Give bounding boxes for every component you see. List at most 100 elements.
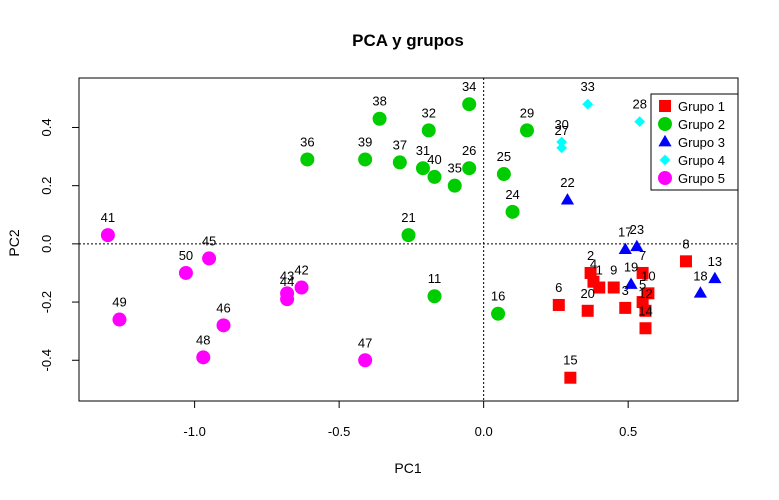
data-point-label: 2 [587,248,594,263]
data-point-label: 12 [638,286,652,301]
data-point-label: 18 [693,268,707,283]
data-point [556,136,568,148]
data-point [178,265,193,280]
data-point-label: 16 [491,289,505,304]
data-point-label: 33 [580,79,594,94]
data-point [491,306,506,321]
data-point-label: 22 [560,175,574,190]
data-point-label: 20 [580,286,594,301]
y-tick-label: 0.0 [39,235,54,253]
data-point [358,152,373,167]
data-point [421,123,436,138]
data-point-label: 24 [505,187,519,202]
data-point [552,298,565,311]
data-points [100,97,722,384]
reference-lines [79,78,738,401]
data-point-label: 25 [497,149,511,164]
data-point-label: 46 [216,300,230,315]
data-point [358,353,373,368]
data-point [582,98,594,110]
data-point-label: 30 [554,117,568,132]
data-point-label: 36 [300,134,314,149]
data-point-label: 14 [638,303,652,318]
data-point-label: 50 [179,248,193,263]
data-point [196,350,211,365]
data-point [415,161,430,176]
data-point-label: 27 [554,123,568,138]
axes: -1.0 -0.5 0.0 0.5 -0.4 -0.2 0.0 0.2 0.4 [39,118,637,439]
data-point [280,292,295,307]
data-point-label: 45 [202,233,216,248]
data-point-label: 26 [462,143,476,158]
data-point-label: 44 [280,274,294,289]
legend: Grupo 1 Grupo 2 Grupo 3 Grupo 4 Grupo 5 [650,93,739,191]
data-point-label: 8 [682,236,689,251]
data-point [639,322,652,335]
y-tick-label: 0.2 [39,177,54,195]
data-point-label: 38 [372,94,386,109]
y-tick-label: 0.4 [39,118,54,136]
data-point-label: 21 [401,210,415,225]
chart-title: PCA y grupos [352,31,464,50]
data-point-label: 29 [520,105,534,120]
data-point-label: 6 [555,280,562,295]
data-point-label: 40 [427,152,441,167]
data-point-label: 48 [196,332,210,347]
legend-marker [658,117,672,131]
legend-marker [658,134,672,147]
plot-frame [78,77,739,402]
data-point [619,301,632,314]
data-point [372,111,387,126]
y-tick-label: -0.4 [39,349,54,371]
data-point-label: 37 [393,137,407,152]
data-point [100,228,115,243]
data-point-label: 17 [618,225,632,240]
data-point-label: 34 [462,79,476,94]
data-point-label: 9 [610,263,617,278]
data-point [593,281,606,294]
data-point [556,142,568,154]
legend-entry: Grupo 4 [678,153,725,168]
data-point-label: 1 [596,263,603,278]
data-point-label: 23 [630,222,644,237]
data-point-label: 3 [622,283,629,298]
legend-entry: Grupo 3 [678,135,725,150]
data-point [560,193,575,205]
data-point-label: 5 [639,277,646,292]
legend-entry: Grupo 5 [678,171,725,186]
data-point [462,97,477,112]
data-point-label: 41 [101,210,115,225]
data-point [607,281,620,294]
data-point-label: 13 [708,254,722,269]
data-point [427,289,442,304]
data-point [630,239,644,252]
data-point [496,167,511,182]
data-point-label: 11 [428,271,442,286]
data-point [624,277,638,289]
data-point-label: 19 [624,260,638,275]
data-point-label: 42 [294,263,308,278]
legend-marker [658,171,672,185]
data-point [636,266,649,279]
data-point-label: 47 [358,335,372,350]
legend-marker [659,100,671,112]
data-point [581,304,594,317]
data-point [112,312,127,327]
data-point [202,251,217,266]
data-point [520,123,535,138]
legend-marker [659,154,671,166]
data-point-label: 4 [590,257,597,272]
data-point-label: 15 [563,353,577,368]
y-axis-label: PC2 [6,229,22,256]
x-tick-label: 0.5 [619,424,637,439]
data-point [447,178,462,193]
x-axis-label: PC1 [394,460,421,476]
data-point-label: 43 [280,268,294,283]
data-point [294,280,309,295]
data-point [693,286,708,298]
data-point-label: 10 [641,268,655,283]
data-point [679,255,692,268]
data-point-label: 49 [112,295,126,310]
